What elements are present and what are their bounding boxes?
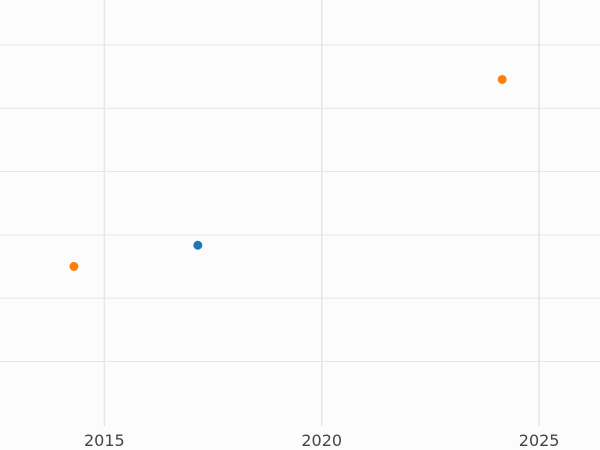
data-point — [193, 240, 203, 250]
x-tick-label: 2025 — [519, 431, 560, 450]
vertical-gridlines — [103, 0, 540, 426]
x-tick-label: 2020 — [301, 431, 342, 450]
x-axis-tick-labels: 2015 2020 2025 — [84, 431, 560, 450]
data-points — [69, 74, 507, 271]
data-point — [497, 74, 507, 84]
x-tick-label: 2015 — [84, 431, 125, 450]
data-point — [69, 261, 79, 271]
horizontal-gridlines — [0, 44, 600, 363]
